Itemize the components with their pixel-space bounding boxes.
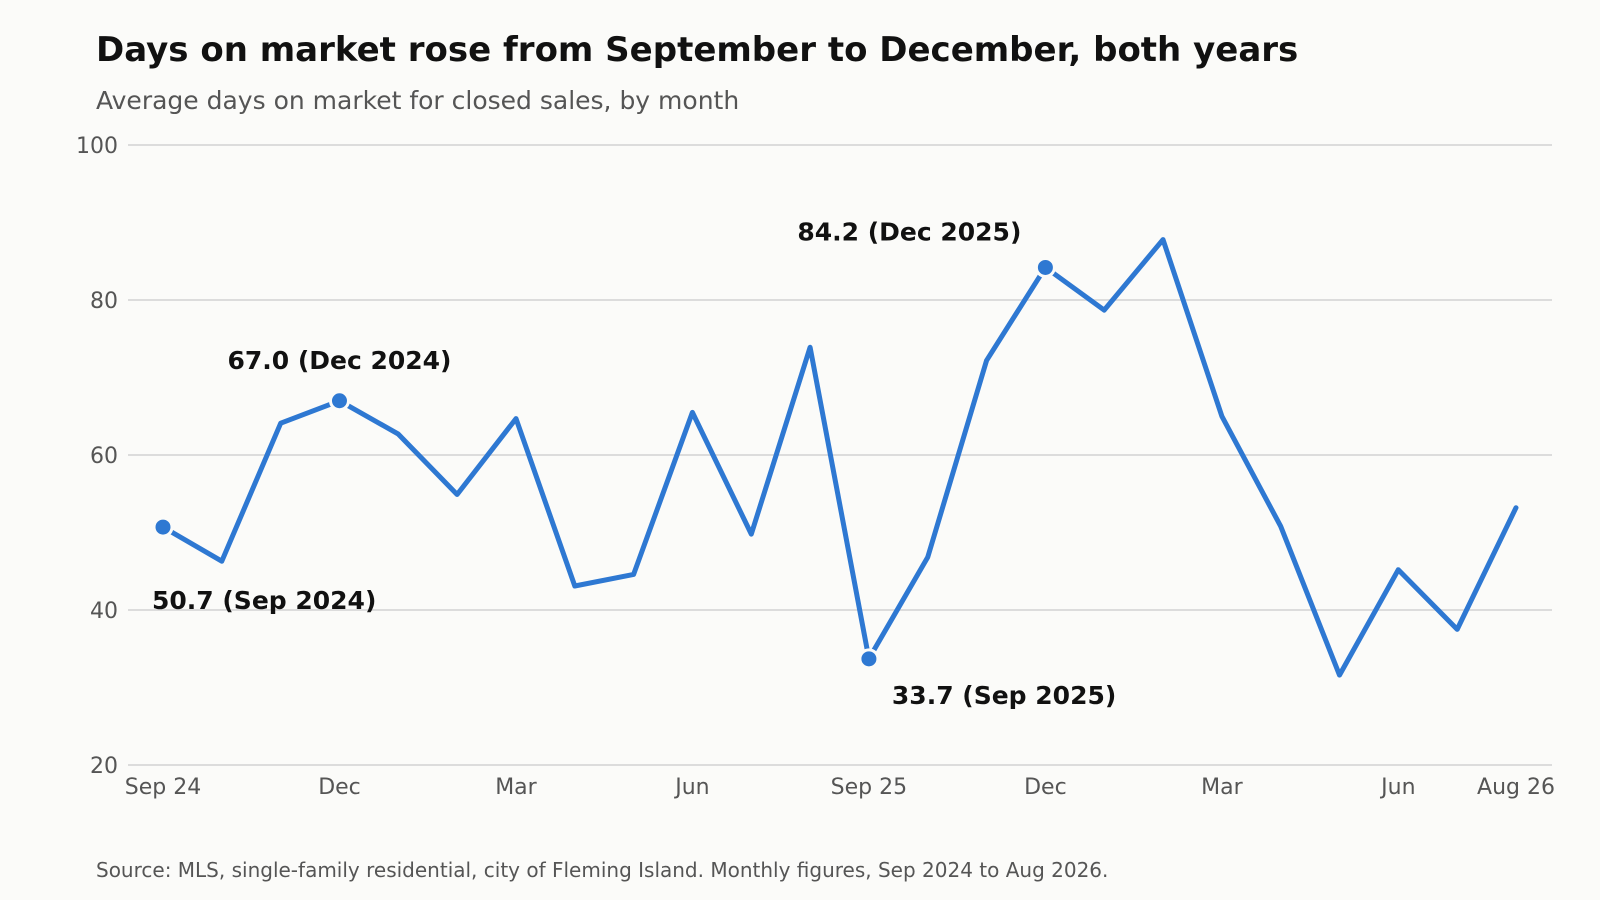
x-tick-label: Mar bbox=[1201, 775, 1243, 800]
x-axis-tick-labels: Sep 24 Dec Mar Jun Sep 25 Dec Mar Jun Aug 26 bbox=[125, 775, 1555, 800]
annotated-point bbox=[152, 516, 174, 538]
x-tick-label: Jun bbox=[673, 775, 709, 800]
annotated-point bbox=[1034, 256, 1056, 278]
x-tick-label: Jun bbox=[1379, 775, 1415, 800]
x-tick-label: Sep 25 bbox=[831, 775, 907, 800]
annotation-label: 33.7 (Sep 2025) bbox=[892, 681, 1116, 710]
series-layer bbox=[160, 237, 1519, 678]
x-tick-label: Mar bbox=[495, 775, 537, 800]
x-tick-label: Dec bbox=[318, 775, 361, 800]
y-tick-label: 60 bbox=[90, 444, 118, 469]
annotation-label: 84.2 (Dec 2025) bbox=[797, 217, 1021, 246]
annotated-point bbox=[328, 390, 350, 412]
annotated-point bbox=[858, 648, 880, 670]
y-axis-tick-labels: 20 40 60 80 100 bbox=[76, 134, 118, 779]
annotation-label: 67.0 (Dec 2024) bbox=[227, 346, 451, 375]
annotation-label: 50.7 (Sep 2024) bbox=[152, 586, 376, 615]
y-tick-label: 20 bbox=[90, 754, 118, 779]
chart-subtitle: Average days on market for closed sales,… bbox=[96, 86, 740, 115]
x-tick-label: Sep 24 bbox=[125, 775, 201, 800]
y-tick-label: 80 bbox=[90, 289, 118, 314]
chart-source-note: Source: MLS, single-family residential, … bbox=[96, 858, 1109, 882]
x-tick-label: Aug 26 bbox=[1477, 775, 1555, 800]
y-tick-label: 100 bbox=[76, 134, 118, 159]
y-tick-label: 40 bbox=[90, 599, 118, 624]
series-line bbox=[160, 237, 1519, 678]
x-tick-label: Dec bbox=[1024, 775, 1067, 800]
chart-title: Days on market rose from September to De… bbox=[96, 30, 1299, 70]
annotations: 50.7 (Sep 2024) 67.0 (Dec 2024) 33.7 (Sep … bbox=[152, 217, 1116, 709]
